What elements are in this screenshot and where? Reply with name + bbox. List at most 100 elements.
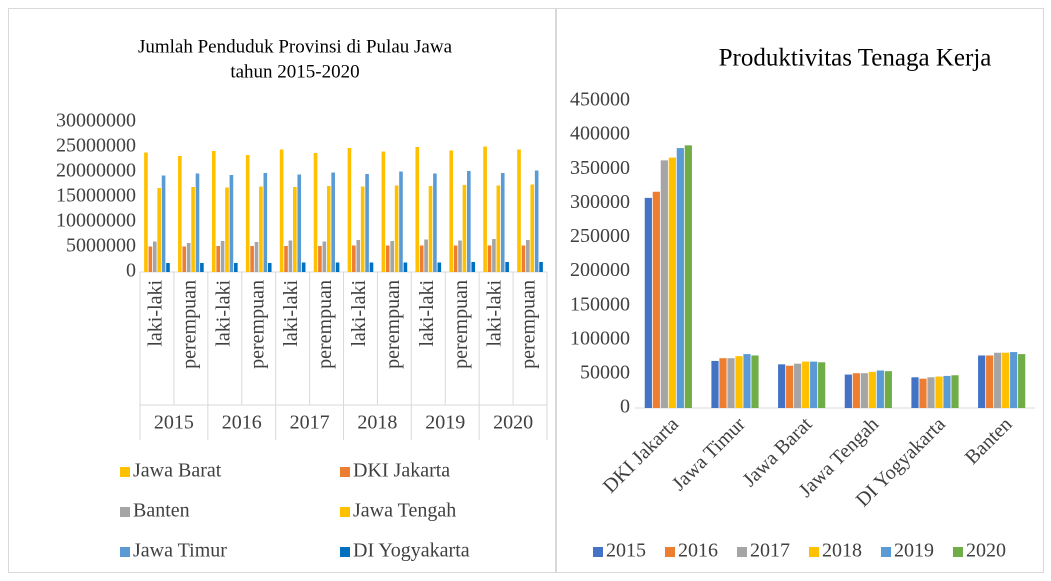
bar: [385, 245, 390, 272]
bar: [428, 186, 433, 272]
bar: [526, 240, 530, 272]
group-label: 2017: [290, 412, 330, 434]
y-tick-label: 30000000: [56, 110, 136, 132]
bar: [360, 186, 365, 272]
bar: [534, 170, 539, 272]
legend-label: Jawa Tengah: [353, 500, 456, 522]
y-tick-label: 25000000: [56, 135, 136, 157]
x-tick-label: laki-laki: [484, 280, 506, 347]
bar: [884, 371, 892, 408]
legend-label: Banten: [133, 500, 190, 522]
bar: [986, 355, 994, 408]
legend-swatch: [593, 547, 603, 557]
group-label: 2016: [222, 412, 262, 434]
bar: [852, 373, 860, 408]
legend-label: Jawa Barat: [133, 460, 222, 482]
x-tick-label: laki-laki: [348, 280, 370, 347]
bar: [810, 361, 818, 408]
x-tick-label: laki-laki: [212, 280, 234, 347]
y-tick-label: 300000: [570, 191, 630, 213]
bar: [331, 172, 335, 272]
bar: [220, 241, 225, 272]
legend-swatch: [120, 547, 130, 557]
bar: [263, 173, 268, 272]
bar: [1002, 352, 1010, 408]
legend-label: 2017: [750, 540, 790, 562]
bar: [462, 185, 467, 272]
bar: [318, 246, 322, 272]
y-tick-label: 0: [620, 396, 630, 418]
legend-swatch: [737, 547, 747, 557]
bar: [267, 263, 272, 272]
legend-swatch: [120, 507, 130, 517]
bar: [727, 358, 735, 408]
bar: [259, 186, 263, 272]
x-tick-label: perempuan: [246, 280, 268, 369]
bar: [517, 149, 521, 272]
bar: [301, 262, 306, 272]
bar: [719, 358, 727, 408]
legend-label: DKI Jakarta: [353, 460, 450, 482]
bar: [505, 262, 509, 272]
bar: [660, 160, 668, 408]
bar: [449, 150, 453, 272]
legend-label: Jawa Timur: [133, 540, 227, 562]
bar: [157, 188, 161, 272]
bar: [200, 263, 204, 272]
legend-swatch: [340, 467, 350, 477]
group-label: 2019: [425, 412, 465, 434]
legend-swatch: [120, 467, 130, 477]
bar: [211, 151, 216, 272]
x-tick-label: perempuan: [314, 280, 336, 369]
bar: [437, 262, 442, 272]
bar: [943, 375, 951, 408]
chart-title: Produktivitas Tenaga Kerja: [719, 45, 992, 72]
bar: [743, 354, 751, 408]
bar: [978, 355, 986, 408]
bar: [860, 373, 868, 408]
bar: [161, 175, 166, 272]
bar: [166, 263, 170, 272]
y-tick-label: 350000: [570, 157, 630, 179]
bar: [403, 262, 408, 272]
bar: [225, 187, 229, 272]
y-tick-label: 0: [126, 260, 136, 282]
bar: [935, 376, 943, 408]
legend-swatch: [665, 547, 675, 557]
bar: [178, 156, 182, 272]
bar: [433, 173, 437, 272]
y-tick-label: 15000000: [56, 185, 136, 207]
bar: [794, 363, 802, 408]
x-tick-label: laki-laki: [145, 280, 167, 347]
bar: [1010, 352, 1018, 408]
bar: [668, 157, 676, 408]
legend-swatch: [881, 547, 891, 557]
bar: [521, 245, 526, 272]
bar: [245, 155, 250, 272]
bar: [284, 246, 288, 272]
bar: [229, 175, 234, 272]
group-label: 2020: [493, 412, 533, 434]
bar: [735, 356, 743, 408]
bar: [530, 184, 535, 272]
bar: [335, 262, 340, 272]
bar: [876, 370, 884, 408]
bar: [467, 171, 471, 272]
bar: [293, 187, 297, 272]
bar: [458, 240, 462, 272]
bar: [195, 173, 200, 272]
bar: [419, 245, 424, 272]
chart-title: tahun 2015-2020: [230, 61, 359, 82]
bar: [424, 239, 428, 272]
bar: [415, 147, 420, 272]
bar: [186, 243, 191, 272]
bar: [144, 152, 148, 272]
bar: [471, 262, 476, 272]
group-label: 2018: [357, 412, 397, 434]
bar: [182, 246, 187, 272]
bar: [684, 145, 692, 408]
bar: [216, 246, 220, 272]
bar: [751, 355, 759, 408]
bar: [313, 153, 318, 272]
bar: [711, 360, 719, 408]
